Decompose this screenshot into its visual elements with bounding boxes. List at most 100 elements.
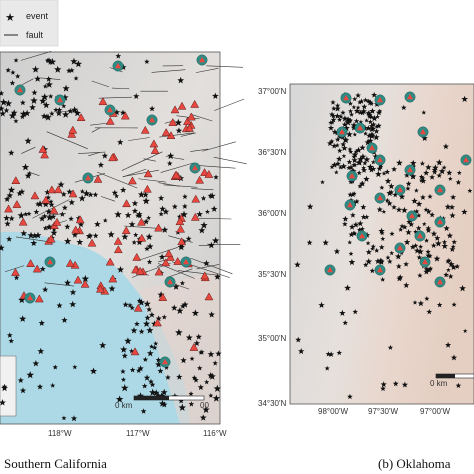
event-star (329, 138, 335, 144)
event-star (97, 161, 104, 168)
station-triangle (121, 226, 131, 235)
event-star (368, 166, 375, 173)
event-star (207, 350, 215, 358)
event-star (149, 105, 156, 112)
station-circle-triangle (407, 93, 413, 100)
event-star (402, 224, 408, 230)
event-star (1, 383, 8, 390)
event-star (64, 223, 71, 230)
event-star (23, 211, 29, 217)
event-star (446, 267, 451, 272)
station-circle-triangle (437, 218, 443, 225)
station-circle-triangle (47, 258, 53, 265)
event-star (423, 268, 430, 275)
event-star (161, 314, 167, 320)
event-star (137, 298, 145, 306)
event-star (82, 189, 91, 197)
event-star (208, 192, 216, 199)
event-star (200, 195, 207, 201)
event-star (88, 233, 94, 238)
event-star (367, 119, 373, 125)
event-star (341, 144, 348, 151)
event-star (136, 211, 143, 217)
station-circle-triangle (115, 62, 121, 69)
fault-line (78, 151, 106, 154)
station-triangle (131, 265, 140, 274)
event-star (370, 121, 377, 127)
event-star (331, 143, 338, 149)
event-star (356, 170, 362, 176)
event-star (336, 350, 342, 356)
event-star (90, 367, 97, 375)
event-star (31, 232, 38, 239)
event-star (204, 379, 210, 385)
event-star (348, 108, 354, 114)
station-triangle (12, 199, 22, 208)
fault-line (121, 151, 163, 171)
event-star (208, 372, 216, 380)
legend-box (0, 0, 59, 47)
event-star (380, 276, 386, 282)
event-star (359, 110, 366, 116)
event-star (21, 163, 30, 171)
event-star (401, 206, 408, 214)
event-star (8, 215, 15, 222)
station-triangle (128, 176, 137, 185)
event-star (441, 165, 447, 170)
event-star (381, 170, 387, 176)
station-circle-triangle (407, 166, 413, 173)
event-star (365, 98, 371, 104)
event-star (331, 161, 338, 168)
panel-b-lat-tick-5: 34°30'N (258, 399, 287, 408)
event-star (364, 118, 369, 123)
event-star (412, 300, 418, 305)
station-circle-triangle (463, 156, 469, 163)
event-star (137, 191, 145, 198)
event-star (73, 109, 81, 117)
event-star (34, 231, 42, 239)
station-triangle (75, 215, 85, 224)
station-triangle (170, 105, 180, 114)
event-star (359, 180, 366, 187)
station-triangle (113, 236, 123, 245)
event-star (193, 339, 200, 346)
event-star (434, 235, 441, 241)
event-star (375, 170, 382, 178)
event-star (20, 229, 28, 237)
event-star (378, 164, 384, 170)
event-star (60, 191, 67, 197)
event-star (30, 239, 38, 246)
event-star (122, 301, 129, 308)
event-star (340, 141, 347, 147)
event-star (418, 244, 424, 249)
event-star (369, 268, 376, 274)
event-star (0, 105, 5, 112)
event-star (450, 194, 457, 200)
event-star (113, 109, 121, 116)
event-star (37, 383, 44, 390)
event-star (334, 136, 341, 142)
fault-line (111, 87, 130, 90)
event-star (23, 109, 31, 117)
station-triangle (68, 125, 78, 134)
event-star (329, 111, 335, 117)
station-circle-triangle (167, 278, 173, 285)
event-star (131, 207, 139, 214)
event-star (347, 191, 353, 198)
event-star (135, 212, 141, 218)
event-star (62, 110, 70, 118)
event-star (430, 230, 438, 237)
event-star (111, 189, 118, 196)
event-star (330, 99, 336, 105)
event-star (414, 247, 421, 254)
station-triangle (189, 342, 199, 351)
event-star (45, 213, 54, 221)
event-star (36, 200, 44, 208)
event-star (347, 240, 353, 245)
event-star (41, 93, 49, 101)
event-star (328, 120, 334, 125)
event-star (197, 365, 203, 371)
event-star (410, 159, 417, 166)
station-triangle (38, 144, 48, 153)
event-star (425, 164, 432, 171)
